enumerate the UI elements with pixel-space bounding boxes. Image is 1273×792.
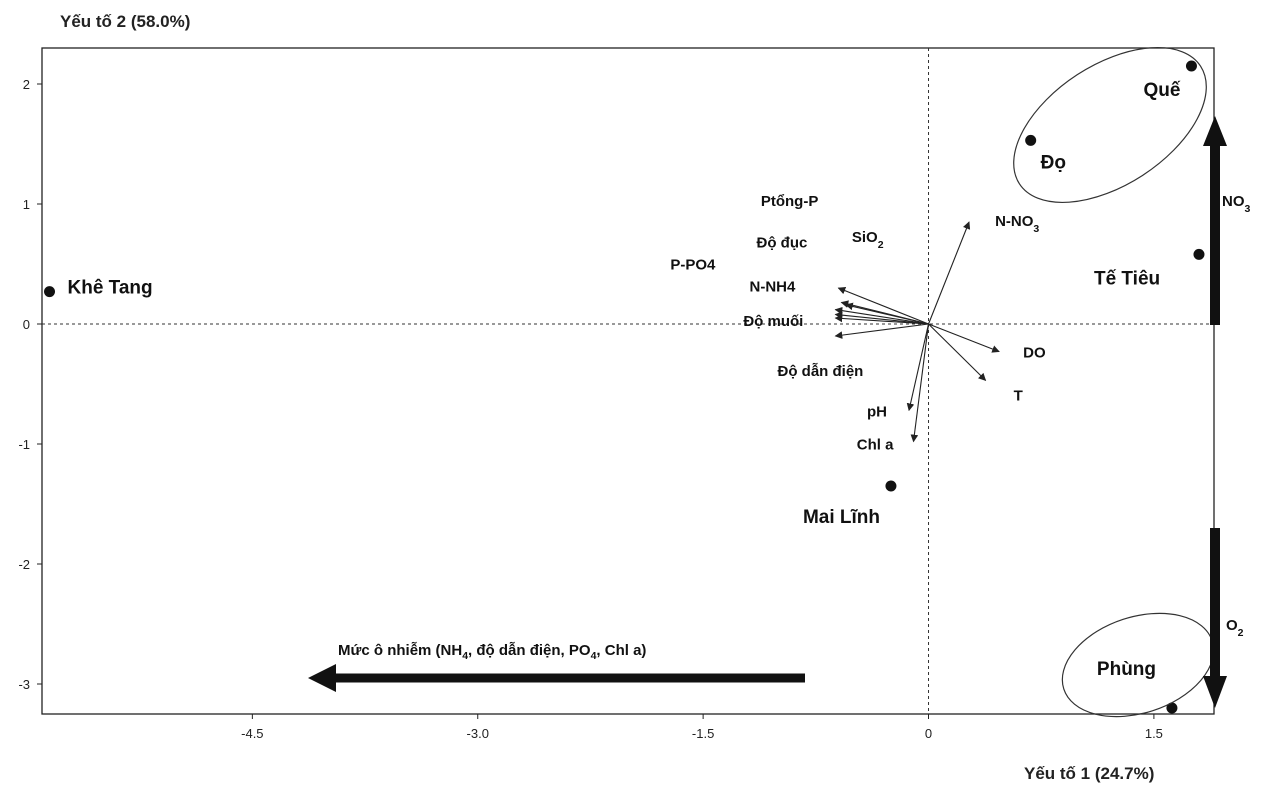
vector-label: SiO2: [852, 229, 884, 251]
y-axis-title: Yếu tố 2 (58.0%): [60, 12, 191, 31]
x-tick-label: 0: [925, 726, 932, 741]
x-tick-label: -1.5: [692, 726, 714, 741]
loading-vector: [834, 323, 929, 339]
o2-label: O2: [1226, 617, 1244, 639]
site-point: [885, 480, 897, 492]
no3-label: NO3: [1222, 193, 1251, 215]
loading-vector: [834, 306, 929, 325]
vector-label: Độ muối: [743, 313, 803, 330]
cluster-ellipse-que-do: [1013, 46, 1207, 204]
site-label: Tế Tiêu: [1094, 268, 1160, 289]
x-tick-label: -3.0: [467, 726, 489, 741]
vector-label: DO: [1023, 345, 1046, 362]
loading-vector: [845, 302, 929, 325]
vector-label: Độ dẫn điện: [778, 363, 864, 380]
vector-label: pH: [867, 403, 887, 420]
y-tick-label: -1: [18, 437, 30, 452]
vector-label: P-PO4: [670, 257, 716, 274]
x-tick-label: -4.5: [241, 726, 263, 741]
site-point: [1193, 248, 1205, 260]
vector-label: Chl a: [857, 437, 894, 454]
loading-vector: [834, 314, 929, 325]
vector-label: Độ đục: [757, 234, 808, 251]
pollution-arrow-head: [308, 664, 336, 692]
x-tick-label: 1.5: [1145, 726, 1163, 741]
vector-label: Ptổng-P: [761, 193, 819, 210]
y-tick-label: 2: [23, 77, 30, 92]
site-point: [1166, 702, 1178, 714]
vector-label: N-NH4: [750, 278, 796, 295]
loading-vector: [928, 323, 1000, 353]
site-point: [1025, 134, 1037, 146]
o2-arrow-shaft: [1210, 528, 1220, 678]
site-label: Quế: [1143, 80, 1180, 101]
y-tick-label: -2: [18, 557, 30, 572]
site-point: [1185, 60, 1197, 72]
y-tick-label: 0: [23, 317, 30, 332]
vector-label: N-NO3: [995, 213, 1039, 235]
loading-vector: [834, 311, 929, 325]
pollution-label: Mức ô nhiễm (NH4, độ dẫn điện, PO4, Chl …: [338, 642, 646, 662]
loading-vector: [928, 221, 971, 325]
loading-vector: [837, 286, 929, 325]
plot-frame: [41, 47, 1215, 715]
vector-label: T: [1014, 387, 1023, 404]
site-label: Mai Lĩnh: [803, 507, 880, 528]
no3-arrow-shaft: [1210, 145, 1220, 325]
loading-vector: [910, 323, 930, 443]
no3-arrow-head: [1203, 116, 1227, 146]
y-tick-label: -3: [18, 677, 30, 692]
site-label: Đọ: [1041, 152, 1066, 173]
site-label: Khê Tang: [68, 278, 153, 299]
o2-arrow-head: [1203, 676, 1227, 708]
loading-vector: [928, 323, 987, 381]
x-axis-title: Yếu tố 1 (24.7%): [1024, 764, 1155, 783]
site-label: Phùng: [1097, 659, 1156, 680]
loading-vector: [906, 323, 930, 412]
site-point: [44, 286, 56, 298]
y-tick-label: 1: [23, 197, 30, 212]
